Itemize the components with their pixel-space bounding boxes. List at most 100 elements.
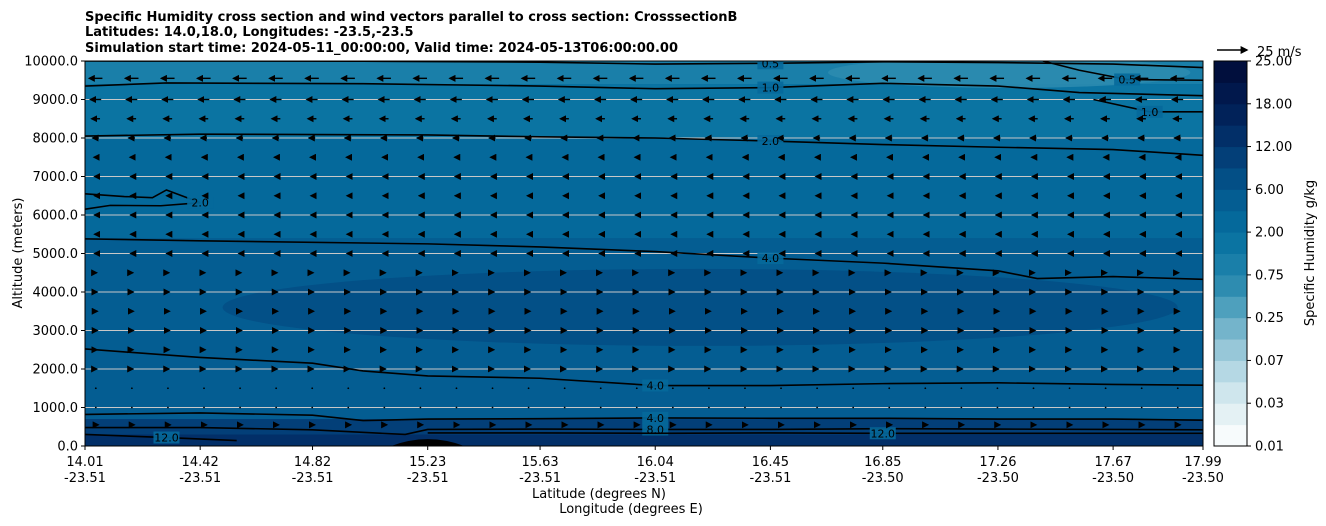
wind-vector bbox=[167, 406, 169, 409]
x-tick-label-longitude: -23.50 bbox=[1182, 471, 1224, 486]
y-tick-label: 4000.0 bbox=[33, 286, 79, 301]
contour-label-background bbox=[642, 423, 669, 436]
contour-label-background bbox=[187, 196, 214, 209]
wind-vector bbox=[599, 406, 602, 409]
contour-label: 1.0 bbox=[1141, 106, 1159, 119]
contour-label: 4.0 bbox=[646, 380, 664, 393]
wind-vector bbox=[996, 406, 999, 409]
colorbar-segment bbox=[1214, 146, 1247, 169]
wind-vector bbox=[996, 387, 999, 390]
wind-vector bbox=[1176, 387, 1179, 390]
wind-vector bbox=[527, 406, 530, 409]
x-tick-label-latitude: 16.04 bbox=[637, 455, 674, 470]
contour-label-background bbox=[642, 379, 669, 392]
wind-vector bbox=[888, 387, 891, 390]
contour-label-background bbox=[1136, 105, 1163, 118]
chart-title-line-3: Simulation start time: 2024-05-11_00:00:… bbox=[85, 41, 678, 56]
y-tick-label: 7000.0 bbox=[33, 170, 79, 185]
wind-vector bbox=[599, 387, 602, 390]
contour-label: 2.0 bbox=[762, 135, 780, 148]
x-tick-label-latitude: 14.82 bbox=[294, 455, 331, 470]
wind-vector bbox=[852, 406, 855, 409]
wind-vector bbox=[744, 406, 746, 409]
colorbar-tick-label: 0.25 bbox=[1255, 311, 1284, 326]
x-tick-label-latitude: 15.23 bbox=[409, 455, 446, 470]
wind-vector bbox=[94, 406, 97, 409]
wind-vector bbox=[491, 387, 494, 390]
x-axis-label-latitude: Latitude (degrees N) bbox=[532, 487, 666, 502]
y-tick-label: 10000.0 bbox=[24, 55, 78, 70]
wind-vector bbox=[960, 406, 963, 409]
wind-vector bbox=[1176, 406, 1179, 409]
wind-vector bbox=[455, 387, 458, 390]
colorbar-segment bbox=[1214, 210, 1247, 233]
colorbar-segment bbox=[1214, 424, 1247, 447]
contour-label: 8.0 bbox=[646, 423, 664, 436]
wind-vector bbox=[888, 406, 891, 409]
wind-vector bbox=[347, 406, 350, 409]
colorbar-segment bbox=[1214, 167, 1247, 190]
wind-vector bbox=[130, 406, 133, 409]
wind-vector bbox=[924, 387, 927, 390]
wind-vector bbox=[383, 406, 386, 409]
humidity-band-core bbox=[222, 268, 1178, 346]
colorbar-segment bbox=[1214, 189, 1247, 212]
contour-label: 1.0 bbox=[762, 82, 780, 95]
colorbar-tick-label: 0.75 bbox=[1255, 268, 1284, 283]
contour-label-background bbox=[757, 61, 784, 70]
colorbar-tick-label: 18.00 bbox=[1255, 97, 1292, 112]
contour-label-background bbox=[757, 81, 784, 94]
x-tick-label-latitude: 17.26 bbox=[979, 455, 1016, 470]
wind-vector bbox=[1140, 406, 1143, 409]
wind-vector bbox=[960, 387, 963, 390]
y-tick-label: 5000.0 bbox=[33, 247, 79, 262]
wind-vector bbox=[780, 406, 782, 409]
wind-vector bbox=[527, 387, 530, 390]
colorbar-segment bbox=[1214, 403, 1247, 426]
contour-label-background bbox=[1114, 73, 1141, 86]
wind-vector bbox=[1140, 387, 1143, 390]
wind-vector bbox=[203, 406, 205, 409]
x-tick-label-longitude: -23.51 bbox=[64, 471, 106, 486]
wind-vector bbox=[563, 406, 566, 409]
x-tick-label-longitude: -23.50 bbox=[1092, 471, 1134, 486]
wind-vector bbox=[744, 387, 746, 390]
colorbar-segment bbox=[1214, 296, 1247, 319]
contour-label-background bbox=[153, 431, 180, 444]
wind-vector bbox=[1104, 406, 1107, 409]
colorbar-segment bbox=[1214, 253, 1247, 276]
wind-vector bbox=[1068, 387, 1071, 390]
contour-label: 2.0 bbox=[191, 197, 209, 210]
x-tick-label-latitude: 17.67 bbox=[1095, 455, 1132, 470]
plot-area: 0.50.51.01.02.02.04.04.04.08.012.0 12.0 bbox=[85, 57, 1203, 446]
wind-vector bbox=[347, 387, 350, 390]
wind-vector bbox=[311, 387, 314, 390]
wind-vector bbox=[816, 406, 819, 409]
wind-vector bbox=[419, 387, 422, 390]
wind-vector bbox=[491, 406, 494, 409]
contour-label: 0.5 bbox=[762, 57, 780, 70]
wind-vector bbox=[780, 387, 782, 390]
contour-line bbox=[85, 82, 1203, 97]
colorbar-tick-label: 0.03 bbox=[1255, 397, 1284, 412]
wind-vector bbox=[1104, 387, 1107, 390]
chart-title-line-2: Latitudes: 14.0,18.0, Longitudes: -23.5,… bbox=[85, 25, 414, 40]
humidity-band bbox=[85, 369, 1203, 420]
contour-line bbox=[85, 426, 1203, 436]
colorbar-segment bbox=[1214, 61, 1247, 83]
wind-vector bbox=[816, 387, 819, 390]
wind-vector bbox=[311, 406, 314, 409]
terrain-shape bbox=[391, 439, 465, 446]
wind-vector bbox=[455, 406, 458, 409]
wind-vector bbox=[671, 406, 674, 409]
contour-label-background bbox=[642, 411, 669, 424]
colorbar-tick-label: 6.00 bbox=[1255, 183, 1284, 198]
colorbar-segment bbox=[1214, 360, 1247, 383]
x-tick-label-latitude: 14.01 bbox=[66, 455, 103, 470]
colorbar-segment bbox=[1214, 381, 1247, 404]
x-tick-label-latitude: 16.85 bbox=[864, 455, 901, 470]
terrain bbox=[391, 439, 465, 446]
colorbar-frame bbox=[1213, 60, 1248, 447]
x-tick-label-longitude: -23.51 bbox=[407, 471, 449, 486]
